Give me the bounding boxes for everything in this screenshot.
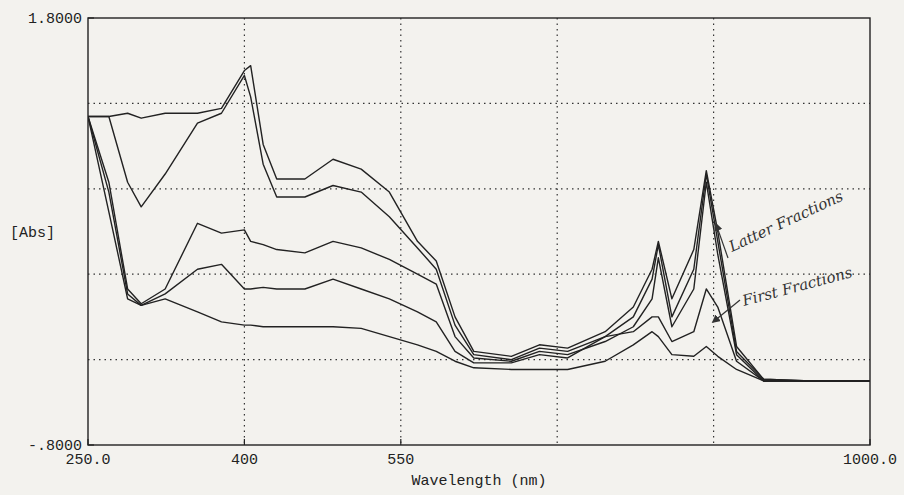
- x-tick: [244, 439, 245, 445]
- x-tick: [869, 439, 870, 445]
- y-tick: [88, 17, 94, 18]
- annotation: First Fractions: [739, 263, 854, 310]
- x-tick-label: 400: [231, 452, 258, 469]
- annotation: Latter Fractions: [725, 187, 846, 256]
- background: [0, 0, 904, 495]
- y-tick-label: 1.8000: [28, 11, 82, 28]
- grid-line: [88, 188, 870, 189]
- annotation-arrow: [713, 300, 740, 322]
- grid-line: [400, 18, 401, 445]
- grid-line: [88, 103, 870, 104]
- spectrum-line: [88, 66, 870, 381]
- y-tick: [88, 444, 94, 445]
- x-tick: [400, 439, 401, 445]
- y-axis-title: [Abs]: [10, 225, 55, 242]
- spectrum-line: [88, 117, 870, 381]
- x-axis-title: Wavelength (nm): [411, 473, 546, 490]
- x-tick: [87, 439, 88, 445]
- spectrum-line: [88, 75, 870, 380]
- series-group: [88, 66, 870, 381]
- grid-line: [88, 359, 870, 360]
- spectrum-line: [88, 117, 870, 381]
- chart: 250.04005501000.0-.80001.8000Wavelength …: [0, 0, 904, 495]
- x-tick-label: 1000.0: [843, 452, 897, 469]
- grid-line: [88, 274, 870, 275]
- plot-frame: [88, 18, 870, 445]
- y-tick-label: -.8000: [28, 438, 82, 455]
- spectrum-line: [88, 117, 870, 381]
- x-tick-label: 550: [387, 452, 414, 469]
- grid-line: [557, 18, 558, 445]
